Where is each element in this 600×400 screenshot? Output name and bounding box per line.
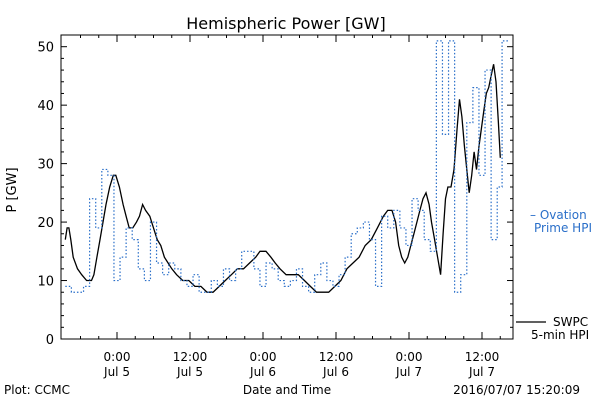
legend-label-swpc: SWPC xyxy=(553,315,588,329)
x-tick-label-time: 12:00 xyxy=(173,350,208,364)
plot-area-frame xyxy=(60,34,514,340)
chart-title: Hemispheric Power [GW] xyxy=(186,14,385,33)
plot-timestamp: 2016/07/07 15:20:09 xyxy=(453,383,580,397)
x-tick-label-time: 0:00 xyxy=(250,350,277,364)
x-tick-label-time: 12:00 xyxy=(319,350,354,364)
plot-credit: Plot: CCMC xyxy=(4,383,70,397)
x-tick-label-time: 0:00 xyxy=(104,350,131,364)
series-line-swpc xyxy=(64,64,501,293)
legend-label-ovation: Prime HPI xyxy=(534,221,592,235)
y-axis-label: P [GW] xyxy=(5,167,20,212)
y-tick-label: 10 xyxy=(37,275,54,290)
y-tick-label: 40 xyxy=(37,99,54,114)
y-tick-label: 0 xyxy=(46,333,54,348)
x-tick-label-date: Jul 6 xyxy=(249,365,276,379)
y-tick-label: 20 xyxy=(37,216,54,231)
legend-label-ovation: – Ovation xyxy=(530,208,587,222)
x-tick-label-date: Jul 5 xyxy=(103,365,130,379)
x-tick-label-time: 0:00 xyxy=(396,350,423,364)
x-axis-label: Date and Time xyxy=(243,383,331,397)
legend-label-swpc: 5-min HPI xyxy=(531,328,589,342)
series-layer xyxy=(64,40,509,293)
x-tick-label-date: Jul 7 xyxy=(395,365,422,379)
x-tick-label-date: Jul 6 xyxy=(322,365,349,379)
x-tick-label-date: Jul 5 xyxy=(176,365,203,379)
y-tick-label: 50 xyxy=(37,41,54,56)
series-line-ovation xyxy=(65,40,509,293)
x-tick-label-time: 12:00 xyxy=(465,350,500,364)
y-tick-label: 30 xyxy=(37,158,54,173)
y-axis-ticks: 0 10 20 30 40 50 xyxy=(37,41,513,348)
x-tick-label-date: Jul 7 xyxy=(468,365,495,379)
